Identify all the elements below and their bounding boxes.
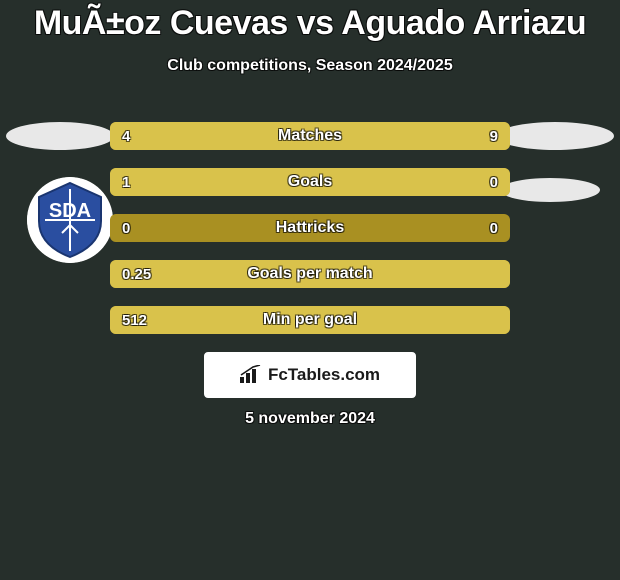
stat-row: 512Min per goal	[110, 306, 510, 334]
stat-row: 0.25Goals per match	[110, 260, 510, 288]
club-badge-left: SDA	[27, 177, 113, 263]
bar-chart-icon	[240, 365, 262, 385]
stat-label: Hattricks	[110, 214, 510, 242]
stat-label: Matches	[110, 122, 510, 150]
stat-row: 49Matches	[110, 122, 510, 150]
svg-text:SDA: SDA	[49, 200, 91, 222]
shield-icon: SDA	[27, 177, 113, 263]
brand-box: FcTables.com	[202, 350, 418, 400]
stat-label: Min per goal	[110, 306, 510, 334]
player-right-placeholder-2	[500, 178, 600, 202]
stat-row: 10Goals	[110, 168, 510, 196]
stat-label: Goals per match	[110, 260, 510, 288]
stats-comparison: 49Matches 10Goals 00Hattricks 0.25Goals per…	[110, 122, 510, 352]
date-label: 5 november 2024	[0, 410, 620, 428]
stat-row: 00Hattricks	[110, 214, 510, 242]
subtitle: Club competitions, Season 2024/2025	[0, 57, 620, 75]
brand-label: FcTables.com	[268, 365, 380, 385]
stat-label: Goals	[110, 168, 510, 196]
page-title: MuÃ±oz Cuevas vs Aguado Arriazu	[0, 0, 620, 43]
player-left-placeholder	[6, 122, 114, 150]
player-right-placeholder	[496, 122, 614, 150]
